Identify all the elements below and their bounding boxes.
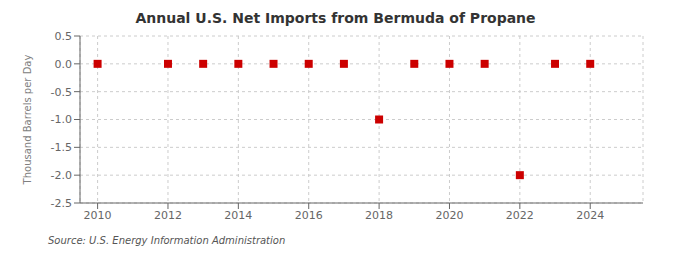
svg-text:2012: 2012 xyxy=(154,209,182,222)
svg-text:-2.5: -2.5 xyxy=(51,197,72,210)
svg-text:2014: 2014 xyxy=(224,209,252,222)
svg-text:2022: 2022 xyxy=(506,209,534,222)
svg-text:Thousand Barrels per Day: Thousand Barrels per Day xyxy=(22,55,33,186)
svg-text:2024: 2024 xyxy=(576,209,604,222)
svg-text:0.0: 0.0 xyxy=(55,58,73,71)
svg-text:-1.0: -1.0 xyxy=(51,113,72,126)
svg-text:0.5: 0.5 xyxy=(55,30,73,43)
svg-text:2020: 2020 xyxy=(435,209,463,222)
svg-text:2016: 2016 xyxy=(295,209,323,222)
svg-text:-2.0: -2.0 xyxy=(51,169,72,182)
svg-text:2010: 2010 xyxy=(84,209,112,222)
html-text:Annual U.S. Net Imports from B: Annual U.S. Net Imports from Bermuda of … xyxy=(135,10,536,26)
svg-text:2018: 2018 xyxy=(365,209,393,222)
html-text:Source: U.S. Energy Informatio: Source: U.S. Energy Information Administ… xyxy=(48,235,286,246)
svg-text:-0.5: -0.5 xyxy=(51,86,72,99)
svg-text:-1.5: -1.5 xyxy=(51,141,72,154)
